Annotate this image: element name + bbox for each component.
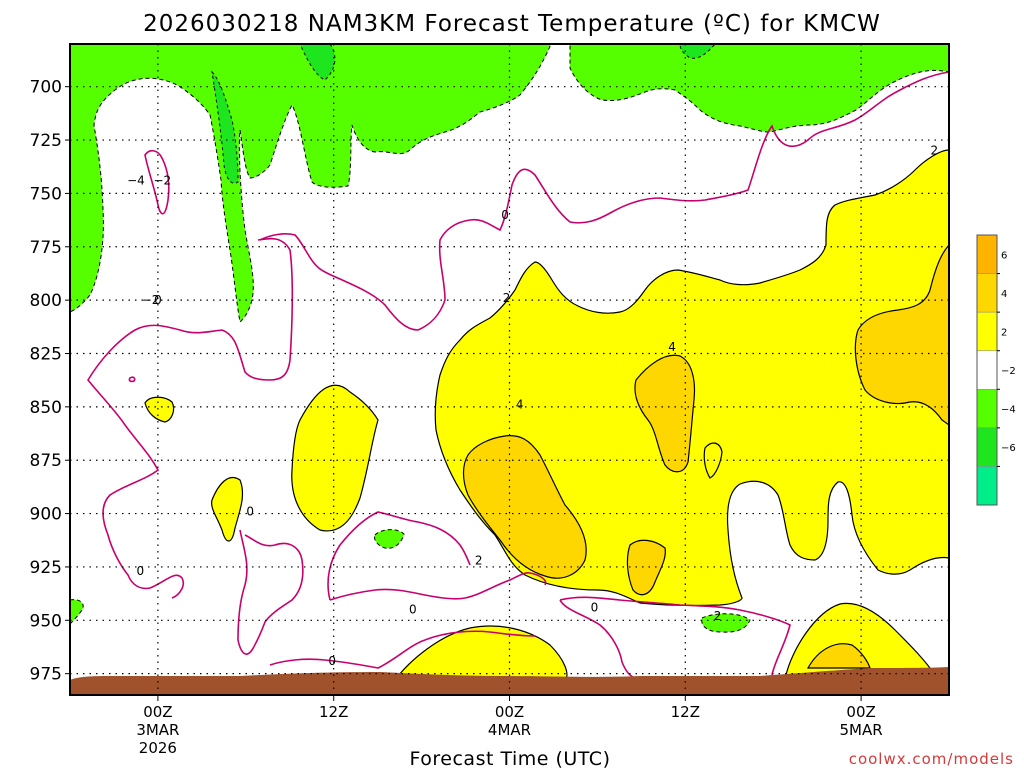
cold-lower-left (69, 599, 84, 626)
y-tick-label: 850 (30, 398, 62, 418)
x-tick-label: 00Z (495, 703, 524, 721)
contour-label: −4 (127, 174, 145, 188)
source-credit: coolwx.com/models (849, 750, 1014, 768)
zero-isotherm-mid (237, 529, 304, 655)
colorbar-band (976, 466, 998, 506)
cold-region-top (69, 43, 552, 324)
y-tick-label: 725 (30, 131, 62, 151)
x-tick-label: 3MAR (136, 721, 179, 739)
contour-label: −2 (153, 174, 171, 188)
zero-isotherm-curl (87, 237, 294, 599)
y-tick-label: 900 (30, 505, 62, 525)
contour-label: 0 (154, 293, 162, 307)
warm-core-upper (634, 354, 696, 473)
zero-isotherm-upper (259, 71, 950, 331)
colorbar-tick-label: −2 (1001, 366, 1016, 377)
cold-lower-right-spot (701, 613, 751, 633)
contour-label: 0 (136, 564, 144, 578)
warm-bottom-center (393, 625, 568, 681)
zero-isotherm-right-bottom (559, 596, 791, 679)
contour-label: 4 (516, 398, 524, 412)
contour-label: −2 (142, 293, 160, 307)
cold-mid-spot (374, 529, 405, 549)
warm-core-right (854, 243, 950, 427)
y-tick-label: 875 (30, 451, 62, 471)
x-tick-label: 5MAR (840, 721, 883, 739)
contour-label: 0 (328, 654, 336, 668)
warm-core-center (462, 435, 587, 579)
contour-label: 2 (714, 609, 722, 623)
colorbar-band (976, 389, 998, 429)
y-tick-label: 800 (30, 291, 62, 311)
y-tick-label: 825 (30, 344, 62, 364)
y-axis: 700 725 750 775 800 825 850 875 900 925 950 975 (30, 78, 70, 685)
chart-title: 2026030218 NAM3KM Forecast Temperature (… (143, 11, 881, 37)
plot-area (69, 43, 950, 696)
contour-label: 2 (503, 291, 511, 305)
colorbar-frame (976, 234, 998, 506)
contour-label: 0 (591, 600, 599, 614)
warm-bubble-left (291, 384, 379, 532)
warm-spot-mid (703, 442, 723, 479)
zero-isotherm-lines (87, 71, 950, 679)
contour-label: 2 (931, 144, 939, 158)
colorbar-tick-label: 6 (1001, 250, 1007, 261)
zero-isotherm-small-loop (128, 376, 136, 383)
zero-isotherm-lower (327, 511, 547, 601)
colorbar-tick-label: 2 (1001, 327, 1007, 338)
colorbar-band (976, 427, 998, 467)
cold-pocket (211, 70, 239, 184)
x-tick-label: 12Z (319, 703, 348, 721)
y-tick-label: 700 (30, 78, 62, 98)
colorbar-band (976, 311, 998, 351)
zero-isotherm-left-bubble (144, 149, 170, 215)
warm-core-lower (626, 539, 666, 596)
contour-label: 2 (475, 554, 483, 568)
colorbar-tick-label: 4 (1001, 289, 1007, 300)
colorbar-tick-label: −6 (1001, 443, 1016, 454)
contour-label: 0 (409, 603, 417, 617)
colorbar: 6 4 2 −2 −4 −6 (976, 234, 1016, 506)
cold-pocket-top-2 (679, 43, 717, 59)
y-tick-label: 750 (30, 184, 62, 204)
x-tick-label: 00Z (143, 703, 172, 721)
cold-region-top-right (569, 43, 950, 133)
colorbar-tick-label: −4 (1001, 405, 1016, 416)
colorbar-band (976, 350, 998, 390)
vertical-gridlines (157, 44, 862, 695)
x-tick-label: 2026 (139, 739, 177, 757)
x-axis-label: Forecast Time (UTC) (410, 748, 611, 768)
warm-spot-left (144, 396, 175, 423)
x-tick-label: 00Z (846, 703, 875, 721)
colorbar-band (976, 273, 998, 313)
x-tick-label: 4MAR (488, 721, 531, 739)
colorbar-band (976, 234, 998, 274)
y-tick-label: 775 (30, 238, 62, 258)
y-tick-label: 975 (30, 665, 62, 685)
zero-isotherm-bottom (269, 630, 536, 669)
contour-label: 0 (246, 504, 254, 518)
x-tick-label: 12Z (671, 703, 700, 721)
contour-label: 0 (501, 208, 509, 222)
warm-core-bottom (806, 643, 871, 669)
warm-bubble-small (211, 477, 244, 542)
y-tick-label: 950 (30, 611, 62, 631)
y-tick-label: 925 (30, 558, 62, 578)
contour-label: 4 (668, 340, 676, 354)
